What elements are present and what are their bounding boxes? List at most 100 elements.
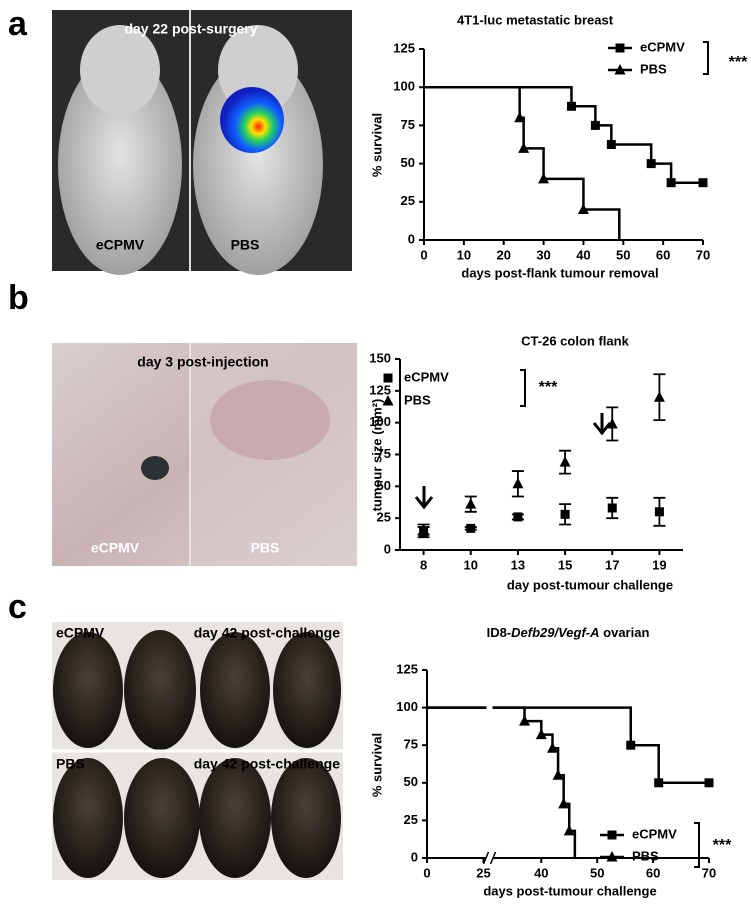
- axis-break-gap: [486, 670, 493, 862]
- survival-line: [427, 706, 577, 858]
- data-point: [590, 120, 600, 130]
- data-point: [626, 740, 636, 750]
- x-tick-label: 10: [464, 557, 478, 572]
- y-tick-label: 0: [408, 231, 415, 246]
- legend-marker: [382, 395, 394, 406]
- y-tick-label: 100: [369, 414, 391, 429]
- data-point: [518, 142, 530, 153]
- x-tick-label: 13: [511, 557, 525, 572]
- legend-marker: [383, 373, 393, 383]
- panel-letter: c: [8, 588, 27, 626]
- survival-line: [424, 85, 621, 240]
- data-point: [654, 778, 664, 788]
- x-tick-label: 8: [420, 557, 427, 572]
- x-tick-label: 10: [457, 247, 471, 262]
- x-tick-label: 30: [536, 247, 550, 262]
- photo-label: eCPMV: [91, 540, 140, 556]
- x-tick-label: 0: [423, 865, 430, 880]
- y-tick-label: 50: [401, 155, 415, 170]
- panel-letter: b: [8, 279, 29, 317]
- y-axis-label: % survival: [369, 113, 384, 177]
- data-point: [577, 203, 589, 214]
- legend-label: eCPMV: [640, 39, 685, 54]
- panel-letter: a: [8, 5, 28, 43]
- survival-line: [427, 706, 709, 785]
- data-point: [566, 101, 576, 111]
- y-tick-label: 25: [404, 812, 418, 827]
- x-tick-label: 19: [652, 557, 666, 572]
- title-part: ovarian: [600, 625, 650, 640]
- significance-bracket: [520, 369, 526, 407]
- title-part: ID8-: [487, 625, 512, 640]
- data-point: [512, 477, 524, 489]
- x-tick-label: 70: [702, 865, 716, 880]
- x-tick-label: 70: [696, 247, 710, 262]
- injection-arrow: [414, 413, 612, 510]
- y-tick-label: 150: [369, 350, 391, 365]
- chart-title: ID8-Defb29/Vegf-A ovarian: [487, 625, 650, 640]
- x-tick-label: 40: [534, 865, 548, 880]
- legend-label: PBS: [404, 392, 431, 407]
- data-point: [513, 512, 523, 522]
- photo-label: PBS: [251, 540, 280, 556]
- y-tick-label: 100: [393, 79, 415, 94]
- legend-marker: [614, 64, 626, 75]
- y-tick-label: 25: [377, 510, 391, 525]
- photo: day 22 post-surgery eCPMV PBS: [52, 10, 352, 275]
- data-point: [646, 159, 656, 169]
- data-point: [546, 742, 558, 753]
- title-part: Defb29/Vegf-A: [511, 625, 599, 640]
- axis-break: [482, 851, 497, 865]
- x-axis-label: day post-tumour challenge: [507, 577, 673, 592]
- x-tick-label: 60: [656, 247, 670, 262]
- y-tick-label: 125: [369, 382, 391, 397]
- data-point: [560, 509, 570, 519]
- y-axis-label: % survival: [369, 733, 384, 797]
- y-tick-label: 75: [377, 446, 391, 461]
- data-point: [538, 172, 550, 184]
- data-point: [558, 797, 570, 809]
- y-tick-label: 125: [393, 40, 415, 55]
- data-point: [552, 769, 564, 780]
- chart-title: CT-26 colon flank: [521, 333, 629, 348]
- data-point: [559, 456, 571, 467]
- chart-title: 4T1-luc metastatic breast: [457, 12, 614, 27]
- photo-label: eCPMV: [56, 625, 105, 641]
- y-tick-label: 25: [401, 193, 415, 208]
- y-tick-label: 0: [384, 541, 391, 556]
- data-point: [514, 111, 526, 123]
- data-point: [606, 140, 616, 149]
- photo-label: day 42 post-challenge: [194, 625, 340, 641]
- significance-label: ***: [729, 54, 748, 71]
- x-tick-label: 50: [590, 865, 604, 880]
- data-point: [698, 178, 708, 188]
- data-point: [418, 523, 430, 535]
- significance-bracket: [694, 822, 700, 868]
- data-point: [666, 178, 676, 188]
- data-point: [704, 778, 714, 788]
- x-tick-label: 20: [496, 247, 510, 262]
- x-axis-label: days post-flank tumour removal: [461, 265, 658, 280]
- photo-label: eCPMV: [96, 237, 145, 253]
- photo-label: day 3 post-injection: [137, 354, 268, 370]
- data-point: [607, 503, 617, 513]
- legend-marker: [607, 830, 617, 840]
- survival-line: [424, 85, 703, 184]
- y-tick-label: 75: [404, 737, 418, 752]
- x-tick-label: 17: [605, 557, 619, 572]
- photo-label: PBS: [56, 756, 85, 772]
- x-tick-label: 15: [558, 557, 572, 572]
- x-tick-label: 50: [616, 247, 630, 262]
- significance-label: ***: [713, 837, 732, 854]
- data-point: [563, 824, 575, 836]
- legend-marker: [615, 43, 625, 53]
- data-point: [606, 417, 618, 429]
- significance-label: ***: [539, 379, 558, 396]
- y-tick-label: 50: [377, 478, 391, 493]
- legend-marker: [606, 851, 618, 862]
- data-point: [654, 507, 664, 517]
- x-tick-label: 25: [476, 865, 490, 880]
- y-tick-label: 100: [396, 699, 418, 714]
- photo-label: day 42 post-challenge: [194, 756, 340, 772]
